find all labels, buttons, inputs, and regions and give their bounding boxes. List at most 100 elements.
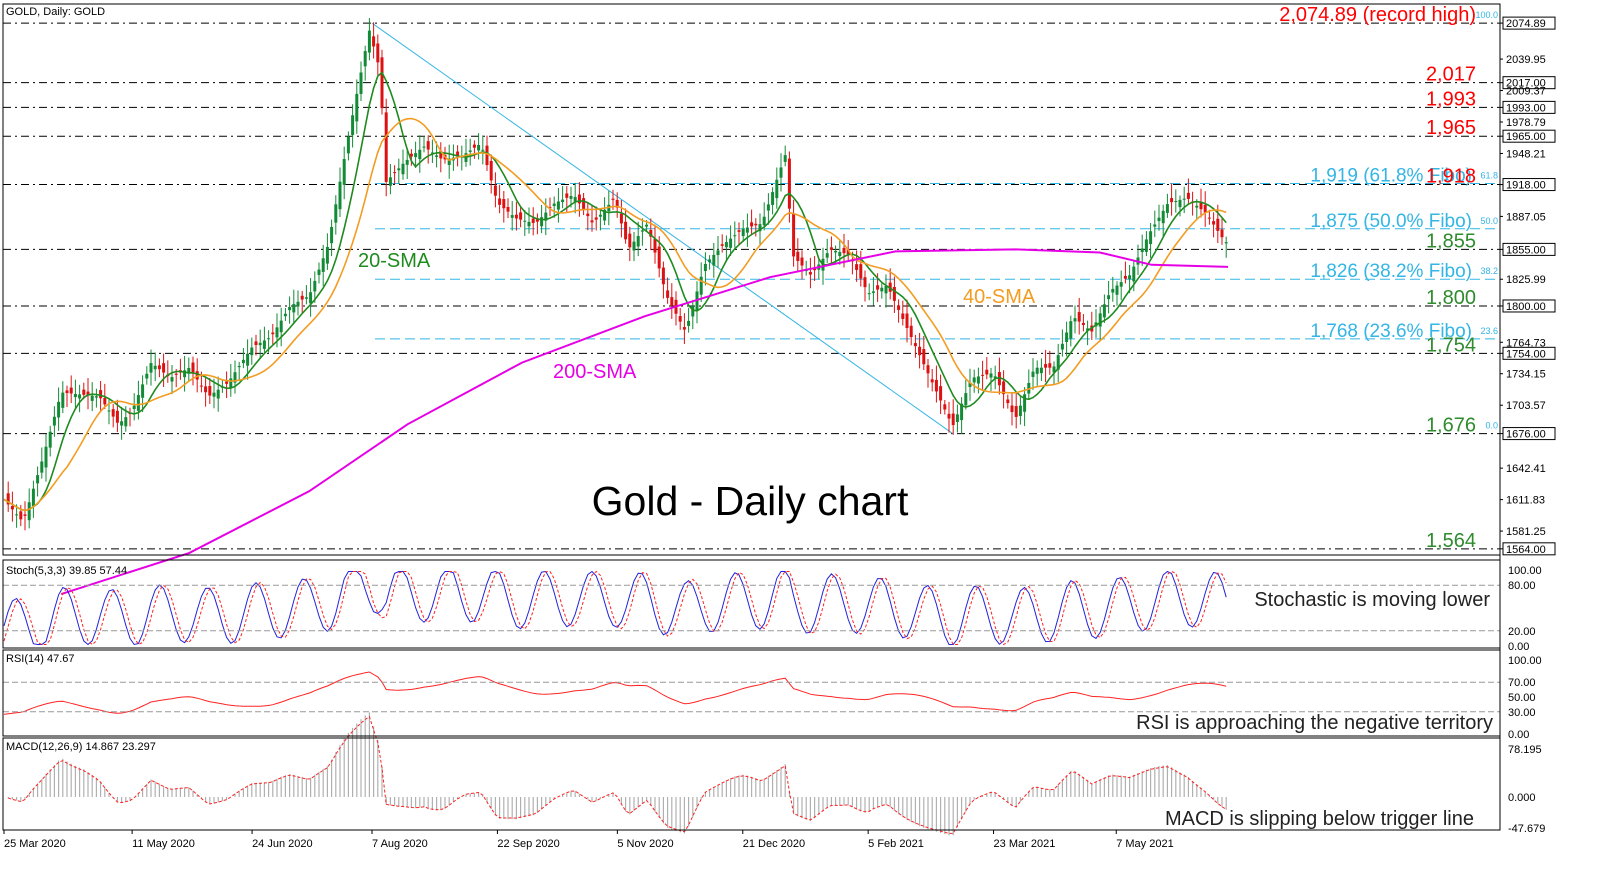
candle-body [111, 409, 115, 417]
candle-body [1056, 355, 1060, 370]
x-tick-label: 5 Feb 2021 [868, 838, 924, 850]
candle-body [447, 158, 451, 165]
candle-body [682, 327, 686, 330]
candle-body [918, 346, 922, 356]
price-tick-label: 2017.00 [1506, 78, 1546, 90]
rsi-note: RSI is approaching the negative territor… [1136, 712, 1493, 734]
candle-body [897, 305, 901, 310]
candle-body [1014, 406, 1018, 417]
candle-body [258, 342, 262, 346]
level-label: 2,017 [1426, 64, 1476, 86]
candle-body [19, 511, 23, 520]
price-tick-label: 2074.89 [1506, 18, 1546, 30]
candle-body [498, 198, 502, 205]
candle-body [388, 177, 392, 186]
candle-body [1123, 275, 1127, 279]
macd-label: MACD(12,26,9) 14.867 23.297 [6, 741, 156, 753]
candle-body [376, 43, 380, 63]
candle-body [78, 394, 82, 399]
rsi-label: RSI(14) 47.67 [6, 653, 74, 665]
indicator-tick-label: 50.00 [1508, 692, 1536, 704]
candle-body [439, 150, 443, 159]
candle-body [695, 291, 699, 311]
candle-body [351, 115, 355, 136]
fibo-pct-label: 61.8 [1480, 171, 1498, 181]
level-label: 1,919 (61.8% Fibo) [1310, 166, 1472, 187]
candle-body [1035, 367, 1039, 374]
candle-body [989, 373, 993, 378]
candle-body [86, 391, 90, 396]
x-tick-label: 21 Dec 2020 [743, 838, 805, 850]
candle-body [1098, 313, 1102, 327]
candle-body [758, 224, 762, 232]
candle-body [733, 235, 737, 237]
x-tick-label: 23 Mar 2021 [994, 838, 1056, 850]
candle-body [1010, 405, 1014, 413]
candle-body [649, 230, 653, 237]
candle-body [262, 340, 266, 349]
candle-body [506, 206, 510, 212]
candle-body [61, 392, 65, 408]
candle-body [162, 363, 166, 373]
indicator-tick-label: 30.00 [1508, 707, 1536, 719]
candle-body [519, 212, 523, 220]
price-tick-label: 1948.21 [1506, 148, 1546, 160]
candle-body [1002, 381, 1006, 395]
candle-body [582, 198, 586, 210]
candle-body [829, 247, 833, 250]
candle-body [275, 327, 279, 338]
candle-body [661, 267, 665, 285]
level-label: 1,965 [1426, 117, 1476, 139]
candle-body [678, 316, 682, 322]
candle-body [712, 254, 716, 266]
candle-body [926, 365, 930, 374]
candle-body [1044, 364, 1048, 368]
candle-body [842, 248, 846, 254]
price-tick-label: 1918.00 [1506, 180, 1546, 192]
candle-body [212, 392, 216, 397]
candle-body [1023, 394, 1027, 412]
candle-body [481, 149, 485, 151]
candle-body [254, 341, 258, 346]
candle-body [1060, 343, 1064, 350]
price-tick-label: 1800.00 [1506, 301, 1546, 313]
candle-body [888, 282, 892, 292]
candle-body [892, 287, 896, 301]
candle-body [1006, 399, 1010, 404]
candle-body [615, 199, 619, 208]
candle-body [57, 401, 61, 418]
candle-body [10, 505, 14, 510]
candle-body [435, 155, 439, 158]
candle-body [720, 244, 724, 246]
fibo-pct-label: 38.2 [1480, 266, 1498, 276]
candle-body [472, 144, 476, 148]
stoch-note: Stochastic is moving lower [1254, 589, 1490, 611]
candle-body [489, 160, 493, 181]
candle-body [309, 292, 313, 304]
candle-body [456, 151, 460, 157]
sma-200-line [60, 248, 1229, 596]
candle-body [981, 374, 985, 376]
candle-body [960, 403, 964, 421]
price-tick-label: 2039.95 [1506, 54, 1546, 66]
candle-body [779, 167, 783, 178]
candle-body [409, 153, 413, 157]
candle-body [1207, 217, 1211, 219]
candle-body [855, 264, 859, 270]
chart-title: Gold - Daily chart [592, 478, 909, 524]
macd-signal-line [8, 715, 1227, 834]
candle-body [561, 199, 565, 203]
level-label: 1,918 [1426, 166, 1476, 188]
candle-body [1073, 318, 1077, 322]
candle-body [141, 384, 145, 398]
candle-body [632, 241, 636, 251]
candle-body [1224, 242, 1228, 244]
label-200-sma: 200-SMA [553, 361, 637, 383]
candle-body [338, 181, 342, 210]
level-label: 1,826 (38.2% Fibo) [1310, 261, 1472, 282]
candle-body [195, 371, 199, 380]
indicator-tick-label: 100.00 [1508, 565, 1542, 577]
candle-body [502, 199, 506, 209]
candle-body [943, 404, 947, 410]
